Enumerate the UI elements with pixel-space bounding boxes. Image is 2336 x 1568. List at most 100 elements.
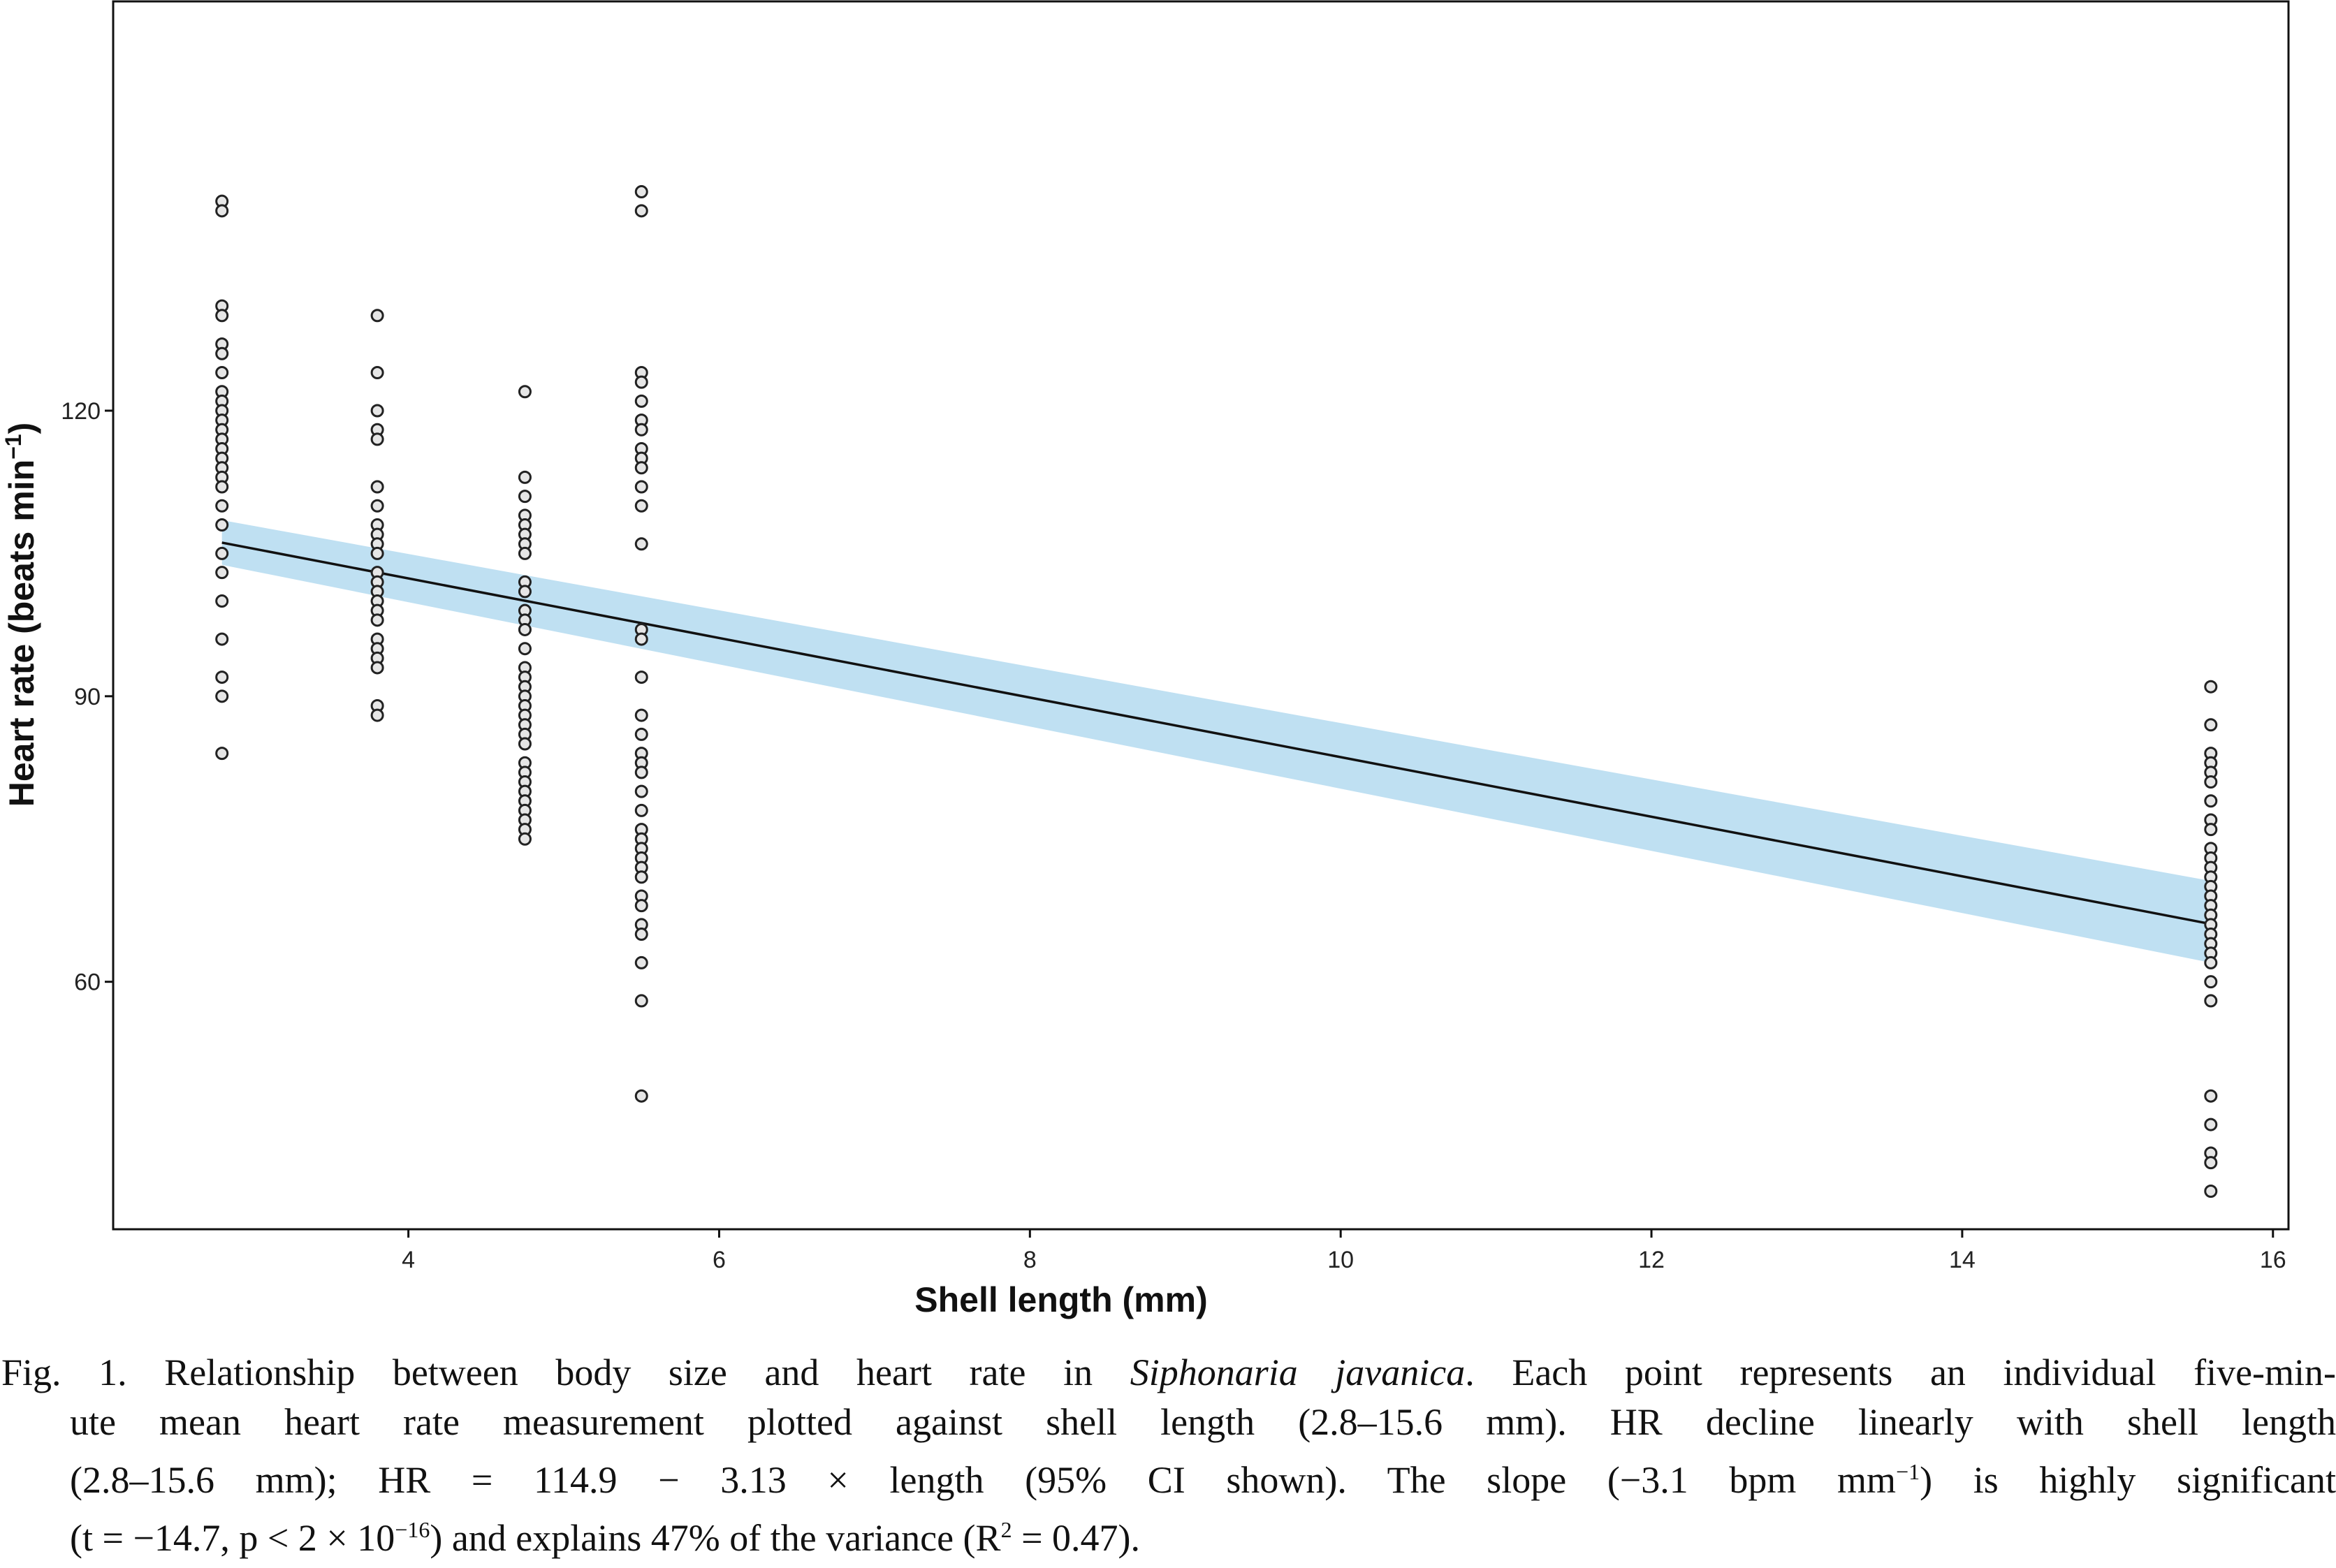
caption-text: ) and explains 47% of the variance (R	[430, 1517, 1001, 1559]
x-axis-title: Shell length (mm)	[914, 1280, 1207, 1319]
caption-text: (2.8–15.6 mm); HR = 114.9 − 3.13 × lengt…	[70, 1459, 1897, 1501]
caption-text: (t = −14.7, p < 2 × 10	[70, 1517, 395, 1559]
x-axis: 4 6 8 10 12 14 16	[402, 1229, 2286, 1273]
y-axis-title-main: Heart rate (beats min	[2, 460, 41, 807]
data-point	[634, 994, 648, 1008]
caption-text: ) is highly significant	[1920, 1459, 2336, 1501]
data-point	[634, 870, 648, 884]
data-point	[215, 689, 229, 703]
data-point	[634, 185, 648, 199]
caption-line-1: Fig. 1. Relationship between body size a…	[0, 1348, 2336, 1398]
data-point	[370, 480, 384, 494]
plot-frame	[112, 0, 2290, 1231]
data-point	[215, 346, 229, 360]
data-point	[2204, 823, 2218, 837]
data-point	[634, 461, 648, 475]
figure-label: Fig. 1.	[1, 1351, 127, 1393]
data-point	[370, 613, 384, 627]
caption-superscript: −1	[1896, 1459, 1920, 1484]
data-point	[370, 708, 384, 722]
data-point	[634, 708, 648, 722]
y-axis-title-superscript: −1	[1, 434, 26, 459]
data-point	[215, 480, 229, 494]
data-point	[634, 204, 648, 218]
caption-text: = 0.47).	[1012, 1517, 1140, 1559]
data-point	[2204, 775, 2218, 789]
y-axis-title: Heart rate (beats min−1)	[1, 423, 41, 807]
data-point	[634, 928, 648, 941]
data-point	[370, 365, 384, 379]
data-point	[2204, 1156, 2218, 1170]
data-point	[634, 480, 648, 494]
x-tick-label: 10	[1327, 1247, 1354, 1273]
data-point	[634, 727, 648, 741]
data-point	[215, 671, 229, 684]
data-point	[518, 622, 532, 636]
data-point	[370, 404, 384, 418]
data-point	[2204, 1184, 2218, 1198]
data-point	[215, 204, 229, 218]
data-point	[518, 385, 532, 399]
data-point	[634, 1089, 648, 1103]
data-point	[2204, 680, 2218, 694]
data-point	[2204, 1118, 2218, 1131]
data-point	[518, 490, 532, 504]
data-point	[634, 955, 648, 969]
caption-line-3: (2.8–15.6 mm); HR = 114.9 − 3.13 × lengt…	[0, 1447, 2336, 1505]
x-tick-label: 8	[1023, 1247, 1037, 1273]
data-point	[215, 747, 229, 761]
x-tick-label: 14	[1949, 1247, 1976, 1273]
regression-line	[221, 541, 2212, 925]
data-point	[634, 423, 648, 437]
caption-line-2: ute mean heart rate measurement plotted …	[70, 1401, 2336, 1443]
data-point	[518, 585, 532, 599]
data-point	[634, 537, 648, 551]
data-point	[634, 899, 648, 913]
y-tick-label: 120	[61, 398, 101, 425]
data-point	[634, 499, 648, 513]
data-point	[518, 737, 532, 751]
data-point	[2204, 994, 2218, 1008]
x-tick-label: 4	[402, 1247, 415, 1273]
confidence-band	[221, 520, 2211, 963]
data-point	[2204, 955, 2218, 969]
data-point	[2204, 1089, 2218, 1103]
y-axis: 60 90 120	[61, 398, 113, 996]
data-point	[370, 432, 384, 446]
data-point	[2204, 718, 2218, 732]
scatter-chart: 4 6 8 10 12 14 16 60 90 120 Shell length (mm) He…	[1, 0, 2290, 1319]
data-point	[518, 546, 532, 560]
data-point	[634, 632, 648, 646]
y-tick-label: 60	[74, 969, 101, 996]
x-tick-label: 6	[713, 1247, 726, 1273]
y-axis-title-close: )	[2, 423, 41, 434]
data-point	[370, 499, 384, 513]
caption-line-4: (t = −14.7, p < 2 × 10−16) and explains …	[0, 1505, 2336, 1563]
data-point	[215, 546, 229, 560]
data-point	[215, 594, 229, 608]
caption-superscript: −16	[395, 1517, 430, 1542]
x-tick-label: 12	[1638, 1247, 1665, 1273]
data-point	[215, 518, 229, 532]
caption-text: . Each point represents an individual fi…	[1465, 1351, 2336, 1393]
data-points	[215, 185, 2218, 1198]
data-point	[518, 642, 532, 656]
data-point	[2204, 794, 2218, 808]
data-point	[215, 309, 229, 323]
data-point	[215, 365, 229, 379]
data-point	[518, 832, 532, 846]
data-point	[634, 784, 648, 798]
data-point	[634, 375, 648, 389]
data-point	[370, 546, 384, 560]
data-point	[634, 671, 648, 684]
caption-text: Relationship between body size and heart…	[164, 1351, 1093, 1393]
data-point	[370, 661, 384, 675]
x-tick-label: 16	[2260, 1247, 2286, 1273]
data-point	[634, 803, 648, 817]
data-point	[634, 394, 648, 408]
data-point	[215, 499, 229, 513]
y-tick-label: 90	[74, 684, 101, 710]
data-point	[518, 470, 532, 484]
data-point	[215, 566, 229, 580]
species-name: Siphonaria javanica	[1130, 1351, 1466, 1393]
